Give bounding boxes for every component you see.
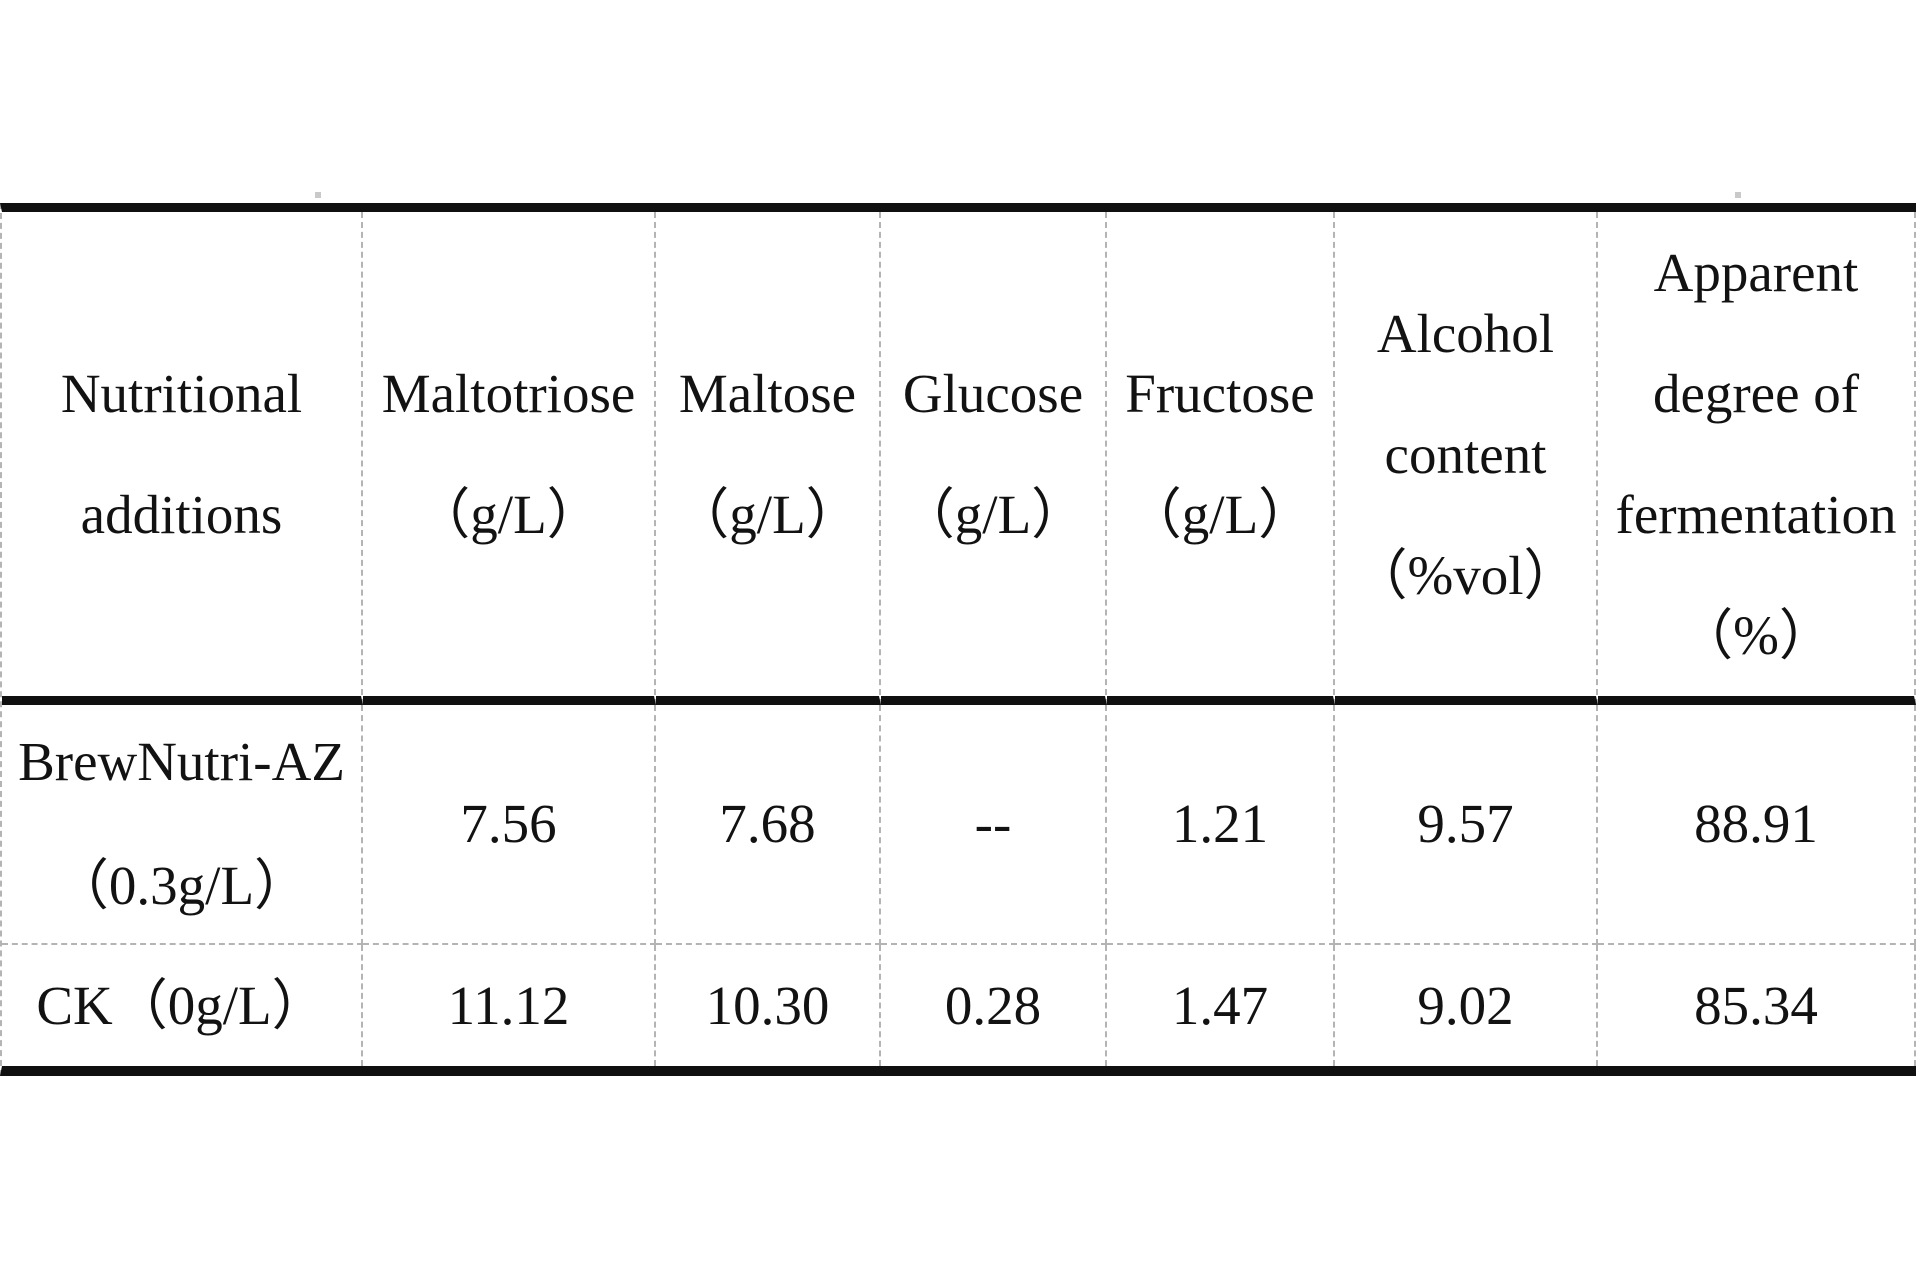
header-line: （%vol）: [1352, 544, 1579, 606]
cell-value: 9.57: [1417, 793, 1514, 854]
row-label-line: CK（0g/L）: [36, 975, 327, 1036]
header-cell-apparent-fermentation: Apparent degree of fermentation （%）: [1598, 212, 1916, 705]
cell-ck-fructose: 1.47: [1107, 945, 1335, 1066]
cell-value: 1.47: [1171, 974, 1269, 1036]
cell-value: 7.68: [719, 793, 816, 854]
header-line: Alcohol: [1376, 302, 1555, 364]
header-line: Maltose: [678, 363, 857, 424]
header-cell-fructose: Fructose （g/L）: [1107, 212, 1335, 705]
cell-brewnutri-glucose: --: [881, 705, 1107, 945]
header-line: content: [1384, 423, 1547, 485]
cell-value: 7.56: [460, 793, 557, 854]
cell-ck-alcohol: 9.02: [1335, 945, 1598, 1066]
cell-brewnutri-fermentation: 88.91: [1598, 705, 1916, 945]
row-label-brewnutri-az: BrewNutri-AZ （0.3g/L）: [2, 705, 363, 945]
header-line: （g/L）: [899, 484, 1087, 545]
cell-brewnutri-fructose: 1.21: [1107, 705, 1335, 945]
stray-mark: [1735, 192, 1741, 198]
cell-value: 9.02: [1417, 974, 1514, 1036]
cell-brewnutri-maltotriose: 7.56: [363, 705, 656, 945]
header-line: Fructose: [1125, 363, 1315, 424]
header-cell-maltose: Maltose （g/L）: [656, 212, 881, 705]
header-cell-nutritional-additions: Nutritional additions: [2, 212, 363, 705]
header-cell-alcohol-content: Alcohol content （%vol）: [1335, 212, 1598, 705]
cell-value: 11.12: [447, 974, 570, 1036]
header-line: （g/L）: [674, 484, 861, 545]
cell-value: 0.28: [944, 974, 1042, 1036]
cell-brewnutri-alcohol: 9.57: [1335, 705, 1598, 945]
cell-ck-glucose: 0.28: [881, 945, 1107, 1066]
cell-value: 1.21: [1171, 793, 1269, 854]
header-line: （g/L）: [1126, 484, 1314, 545]
cell-value: 85.34: [1694, 974, 1818, 1036]
results-table: Nutritional additions Maltotriose （g/L） …: [0, 203, 1916, 1076]
header-line: additions: [80, 484, 283, 545]
cell-value: 88.91: [1694, 793, 1818, 854]
header-line: degree of: [1652, 363, 1860, 424]
header-line: （%）: [1678, 605, 1834, 666]
cell-ck-maltotriose: 11.12: [363, 945, 656, 1066]
cell-value: 10.30: [705, 974, 830, 1036]
header-line: Glucose: [902, 363, 1084, 424]
header-cell-glucose: Glucose （g/L）: [881, 212, 1107, 705]
row-label-line: BrewNutri-AZ: [18, 731, 345, 792]
row-label-line: （0.3g/L）: [53, 855, 310, 916]
header-line: fermentation: [1615, 484, 1897, 545]
header-line: Nutritional: [60, 363, 303, 424]
header-cell-maltotriose: Maltotriose （g/L）: [363, 212, 656, 705]
cell-ck-maltose: 10.30: [656, 945, 881, 1066]
stray-mark: [315, 192, 321, 198]
cell-value: --: [974, 793, 1012, 854]
cell-brewnutri-maltose: 7.68: [656, 705, 881, 945]
header-line: Maltotriose: [381, 363, 636, 424]
cell-ck-fermentation: 85.34: [1598, 945, 1916, 1066]
header-line: Apparent: [1653, 242, 1859, 303]
header-line: （g/L）: [415, 484, 602, 545]
row-label-ck: CK（0g/L）: [2, 945, 363, 1066]
